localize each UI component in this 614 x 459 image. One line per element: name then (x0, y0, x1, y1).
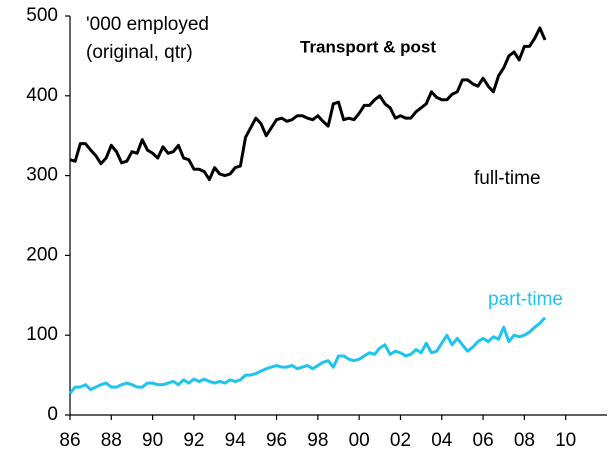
x-tick-label: 00 (349, 430, 370, 451)
annotation: '000 employed (86, 14, 209, 35)
chart-title: Transport & post (300, 37, 436, 56)
x-tick-label: 96 (266, 430, 287, 451)
x-tick-label: 10 (555, 430, 576, 451)
y-tick-label: 200 (26, 244, 58, 265)
x-tick-label: 94 (225, 430, 247, 451)
annotation: (original, qtr) (86, 42, 193, 63)
y-tick-label: 500 (26, 5, 58, 26)
y-tick-label: 0 (47, 404, 58, 425)
x-tick-label: 86 (59, 430, 80, 451)
y-tick-label: 400 (26, 85, 58, 106)
y-tick-label: 300 (26, 165, 58, 186)
x-tick-label: 08 (514, 430, 535, 451)
x-tick-label: 98 (307, 430, 328, 451)
x-tick-label: 88 (101, 430, 122, 451)
x-tick-label: 02 (390, 430, 411, 451)
x-tick-label: 06 (473, 430, 494, 451)
line-series (68, 316, 547, 395)
x-tick-label: 04 (431, 430, 453, 451)
series-label: part-time (488, 289, 563, 310)
series-label: full-time (474, 168, 541, 189)
x-tick-label: 90 (142, 430, 163, 451)
x-tick-label: 92 (183, 430, 204, 451)
y-tick-label: 100 (26, 324, 58, 345)
line-series (69, 26, 547, 182)
